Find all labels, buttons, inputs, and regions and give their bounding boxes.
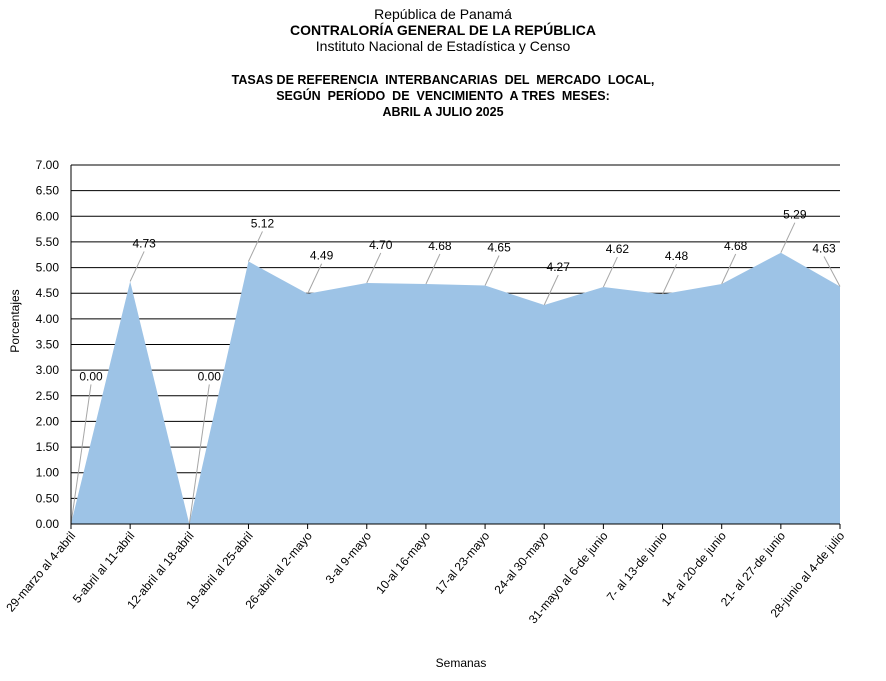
- y-tick-label: 2.00: [36, 414, 60, 428]
- y-axis-label: Porcentajes: [8, 289, 22, 352]
- label-leader-line: [425, 253, 441, 285]
- label-leader-line: [366, 252, 382, 284]
- y-tick-label: 6.00: [36, 209, 60, 223]
- area-series: [71, 252, 840, 524]
- label-leader-line: [248, 231, 263, 262]
- y-tick-label: 7.00: [36, 158, 60, 172]
- y-tick-label: 1.00: [36, 466, 60, 480]
- x-tick-label: 14- al 20-de junio: [659, 529, 730, 609]
- chart-title-line-3: ABRIL A JULIO 2025: [382, 105, 504, 119]
- y-tick-label: 2.50: [36, 389, 60, 403]
- y-tick-labels: 0.00 0.50 1.00 1.50 2.00 2.50 3.00 3.50 4.00 4.50…: [36, 158, 60, 531]
- label-leader-line: [780, 222, 796, 253]
- x-tick-label: 7- al 13-de junio: [604, 529, 670, 604]
- x-axis-label: Semanas: [436, 656, 487, 670]
- y-tick-label: 5.50: [36, 235, 60, 249]
- data-label: 5.29: [783, 208, 807, 222]
- data-label: 0.00: [79, 369, 103, 383]
- x-tick-label: 29-marzo al 4-abril: [3, 529, 78, 615]
- data-label: 4.63: [812, 242, 836, 256]
- x-tick-label: 5-abril al 11-abril: [70, 529, 138, 606]
- data-label: 4.27: [547, 260, 571, 274]
- data-label: 4.62: [606, 242, 630, 256]
- label-leader-line: [721, 253, 737, 285]
- header-institute: Instituto Nacional de Estadística y Cens…: [315, 38, 571, 54]
- data-label: 4.70: [369, 238, 393, 252]
- chart-title-line-2: SEGÚN PERÍODO DE VENCIMIENTO A TRES MESE…: [276, 89, 610, 103]
- x-tick-label: 10-al 16-mayo: [373, 529, 433, 597]
- data-label: 4.65: [487, 241, 511, 255]
- y-tick-label: 4.00: [36, 312, 60, 326]
- data-labels: 0.00 4.73 0.00 5.12 4.49 4.70 4.68 4.65 4.27 4.62…: [79, 208, 836, 384]
- x-tick-label: 26-abril al 2-mayo: [242, 529, 315, 612]
- header-country: República de Panamá: [374, 6, 512, 22]
- label-leader-line: [662, 264, 677, 295]
- label-leader-line: [484, 255, 500, 286]
- label-leader-line: [70, 384, 92, 525]
- y-tick-label: 6.50: [36, 184, 60, 198]
- y-tick-label: 3.50: [36, 338, 60, 352]
- data-label: 4.49: [310, 249, 334, 263]
- x-tick-label: 24-al 30-mayo: [491, 529, 551, 597]
- data-label: 4.73: [132, 236, 156, 250]
- axes: [70, 165, 841, 529]
- data-label: 4.48: [665, 249, 689, 263]
- label-leader-line: [307, 263, 323, 294]
- label-leader-line: [543, 274, 559, 306]
- y-tick-label: 3.00: [36, 363, 60, 377]
- label-leader-line: [602, 256, 618, 288]
- x-tick-label: 3-al 9-mayo: [323, 529, 375, 587]
- header-institution: CONTRALORÍA GENERAL DE LA REPÚBLICA: [290, 22, 596, 38]
- data-label: 0.00: [198, 369, 222, 383]
- label-leader-line: [129, 251, 145, 282]
- y-tick-label: 4.50: [36, 286, 60, 300]
- data-label: 4.68: [724, 239, 748, 253]
- label-leader-line: [823, 256, 841, 287]
- y-tick-label: 5.00: [36, 261, 60, 275]
- y-tick-label: 0.50: [36, 491, 60, 505]
- x-tick-label: 21- al 27-de junio: [718, 529, 789, 609]
- chart-title-line-1: TASAS DE REFERENCIA INTERBANCARIAS DEL M…: [231, 73, 655, 87]
- x-tick-label: 17-al 23-mayo: [432, 529, 492, 597]
- y-tick-label: 1.50: [36, 440, 60, 454]
- y-tick-label: 0.00: [36, 517, 60, 531]
- data-label-leaders: [70, 222, 841, 525]
- data-label: 4.68: [428, 239, 452, 253]
- label-leader-line: [188, 384, 210, 525]
- data-label: 5.12: [251, 216, 275, 230]
